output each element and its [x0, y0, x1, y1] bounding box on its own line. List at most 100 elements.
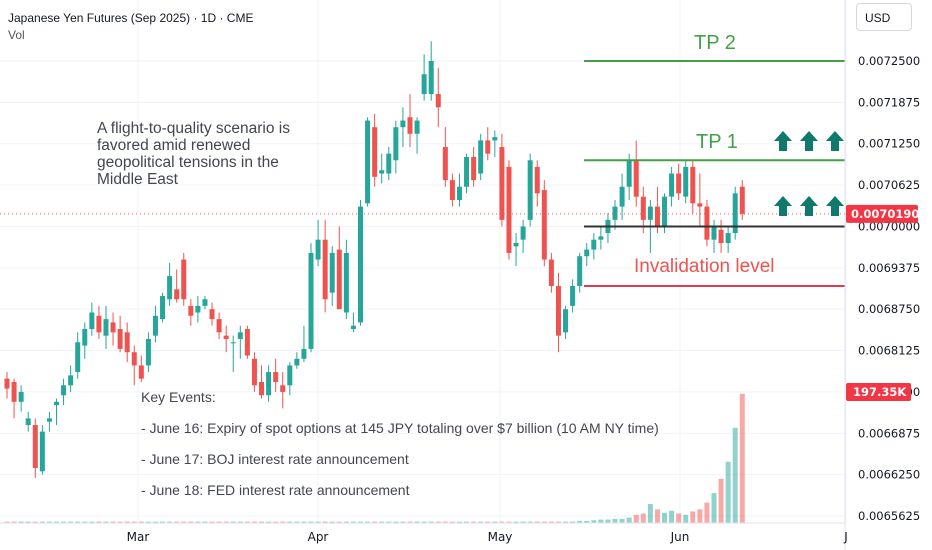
volume-bar [499, 521, 505, 523]
candle-body [287, 365, 293, 386]
price-tick-label: 0.0065625 [858, 509, 920, 523]
key-events-title: Key Events: [141, 389, 216, 405]
volume-label[interactable]: Vol [8, 28, 25, 42]
candle-body [280, 385, 286, 392]
volume-bar [407, 521, 413, 523]
volume-bar [464, 521, 470, 523]
volume-bar [188, 521, 194, 523]
volume-bar [181, 521, 187, 523]
candle-body [117, 329, 123, 349]
candle-body [202, 299, 208, 306]
currency-button[interactable]: USD [856, 3, 912, 31]
candle-body [428, 61, 434, 95]
symbol-title[interactable]: Japanese Yen Futures (Sep 2025) · 1D · C… [8, 11, 254, 25]
candle-body [195, 305, 201, 313]
volume-bar [61, 521, 67, 523]
volume-bar [195, 521, 201, 523]
volume-bar [506, 521, 512, 523]
volume-bar [89, 521, 95, 523]
candle-body [343, 252, 349, 313]
up-arrow-icon [774, 131, 792, 151]
candle-body [386, 153, 392, 174]
candle-body [548, 259, 554, 287]
candle-body [400, 120, 406, 128]
up-arrow-icon [826, 131, 844, 151]
candle-body [32, 425, 38, 469]
volume-bar [676, 513, 682, 523]
volume-bar [103, 521, 109, 523]
volume-bar [266, 521, 272, 523]
volume-bar [350, 521, 356, 523]
volume-bar [280, 521, 286, 523]
volume-bar [53, 521, 59, 523]
volume-bar [82, 521, 88, 523]
candle-body [251, 358, 257, 386]
volume-bar [718, 478, 724, 523]
candle-body [96, 315, 102, 333]
volume-bar [209, 521, 215, 523]
candle-body [414, 120, 420, 134]
candle-body [732, 193, 738, 234]
candle-body [669, 173, 675, 197]
candle-body [11, 381, 17, 402]
candle-body [230, 342, 236, 344]
last-volume-badge [846, 383, 911, 401]
candle-body [577, 256, 583, 287]
time-tick-label: Jun [670, 530, 690, 544]
last-volume-value: 197.35K [853, 385, 907, 399]
volume-bar [605, 519, 611, 523]
volume-bar [520, 521, 526, 523]
price-tick-label: 0.0068750 [858, 302, 920, 316]
candle-body [697, 203, 703, 207]
candle-body [421, 74, 427, 95]
price-tick-label: 0.0069375 [858, 261, 920, 275]
candle-body [704, 206, 710, 240]
candle-body [336, 249, 342, 310]
candle-body [471, 156, 477, 181]
candle-body [683, 166, 689, 197]
volume-bar [690, 511, 696, 523]
candle-body [570, 286, 576, 306]
candle-body [584, 249, 590, 257]
volume-bar [315, 521, 321, 523]
candle-body [534, 166, 540, 194]
price-axis[interactable]: 0.0072500 0.0071875 0.0071250 0.0070625 0.00… [858, 54, 920, 523]
candle-body [244, 329, 250, 356]
thesis-note: A flight-to-quality scenario is favored … [97, 120, 290, 188]
volume-bar [301, 521, 307, 523]
volume-bar [541, 521, 547, 523]
arrow-annotations [774, 131, 844, 216]
candle-body [152, 315, 158, 336]
up-arrow-icon [800, 131, 818, 151]
candle-body [82, 329, 88, 346]
candle-body [527, 160, 533, 220]
up-arrow-icon [826, 196, 844, 216]
candle-body [456, 186, 462, 200]
candle-body [435, 94, 441, 108]
volume-bar [117, 521, 123, 523]
volume-bar [428, 521, 434, 523]
key-events-note: Key Events: - June 16: Expiry of spot op… [141, 389, 659, 513]
volume-bar [152, 521, 158, 523]
volume-bar [414, 521, 420, 523]
volume-bar [287, 521, 293, 523]
price-tick-label: 0.0068125 [858, 344, 920, 358]
candle-body [506, 166, 512, 253]
candle-body [449, 180, 455, 200]
time-axis[interactable]: Mar Apr May Jun J [127, 530, 848, 544]
price-tick-label: 0.0072500 [858, 54, 920, 68]
volume-bar [654, 509, 660, 523]
candle-body [619, 186, 625, 207]
price-tick-label: 0.0070625 [858, 178, 920, 192]
candle-body [640, 196, 646, 220]
volume-bar [223, 521, 229, 523]
volume-bar [237, 521, 243, 523]
volume-bar [18, 521, 24, 523]
volume-bar [442, 521, 448, 523]
volume-bar [662, 512, 668, 523]
volume-bar [555, 521, 561, 523]
candle-body [46, 418, 52, 422]
volume-bar [534, 521, 540, 523]
invalidation-label: Invalidation level [634, 256, 775, 277]
